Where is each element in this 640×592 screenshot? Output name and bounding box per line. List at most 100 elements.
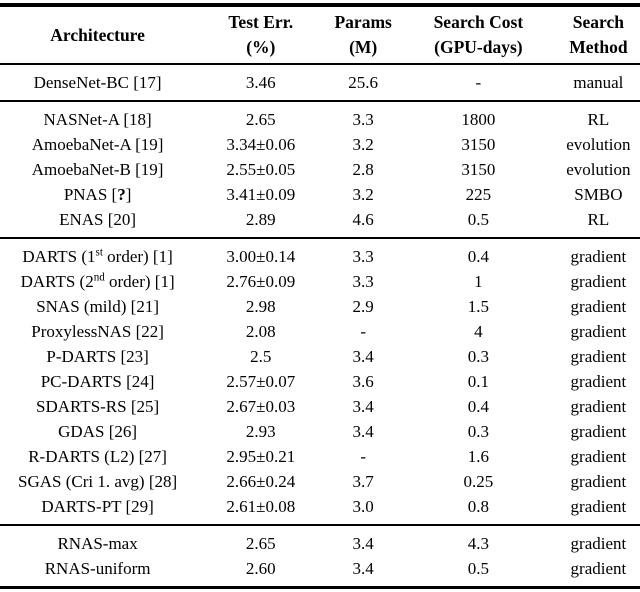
test-err-cell: 2.67±0.03 — [226, 397, 296, 416]
architecture-cell: DenseNet-BC [17] — [33, 73, 162, 92]
table-row: SDARTS-RS [25] 2.67±0.03 3.4 0.4 gradien… — [0, 394, 640, 419]
params-cell: - — [360, 322, 366, 341]
architecture-cell: SNAS (mild) [21] — [36, 297, 159, 316]
params-cell: 4.6 — [352, 210, 374, 229]
col-header-search-cost: Search Cost (GPU-days) — [400, 5, 557, 64]
test-err-cell: 2.89 — [245, 210, 276, 229]
table-row: AmoebaNet-B [19] 2.55±0.05 2.8 3150 evol… — [0, 157, 640, 182]
params-cell: 3.7 — [352, 472, 374, 491]
search-method-cell: gradient — [570, 372, 627, 391]
table-section: RNAS-max 2.65 3.4 4.3 gradient RNAS-unif… — [0, 525, 640, 588]
search-cost-cell: 0.5 — [467, 559, 489, 578]
search-method-cell: gradient — [570, 447, 627, 466]
search-method-cell: RL — [587, 210, 610, 229]
test-err-cell: 3.46 — [245, 73, 276, 92]
header-label: Search — [572, 12, 624, 32]
params-cell: 3.3 — [352, 247, 374, 266]
test-err-cell: 2.65 — [245, 534, 276, 553]
header-label: Architecture — [50, 24, 145, 45]
search-cost-cell: 0.8 — [467, 497, 489, 516]
table-section: NASNet-A [18] 2.65 3.3 1800 RL AmoebaNet… — [0, 101, 640, 238]
search-method-cell: gradient — [570, 297, 627, 316]
params-cell: 3.3 — [352, 272, 374, 291]
test-err-cell: 2.95±0.21 — [226, 447, 296, 466]
search-method-cell: evolution — [566, 135, 631, 154]
params-cell: 3.2 — [352, 185, 374, 204]
table-header: Architecture Test Err. (%) Params (M) Se… — [0, 5, 640, 64]
table-row: GDAS [26] 2.93 3.4 0.3 gradient — [0, 419, 640, 444]
search-method-cell: gradient — [570, 534, 627, 553]
search-method-cell: gradient — [570, 472, 627, 491]
search-method-cell: gradient — [570, 397, 627, 416]
col-header-params: Params (M) — [326, 5, 400, 64]
table-row: AmoebaNet-A [19] 3.34±0.06 3.2 3150 evol… — [0, 132, 640, 157]
search-cost-cell: 4.3 — [467, 534, 489, 553]
params-cell: 3.2 — [352, 135, 374, 154]
search-cost-cell: 1 — [474, 272, 483, 291]
search-method-cell: gradient — [570, 347, 627, 366]
params-cell: - — [360, 447, 366, 466]
search-cost-cell: 0.5 — [467, 210, 489, 229]
test-err-cell: 2.65 — [245, 110, 276, 129]
table-row: P-DARTS [23] 2.5 3.4 0.3 gradient — [0, 344, 640, 369]
table-row: RNAS-uniform 2.60 3.4 0.5 gradient — [0, 556, 640, 588]
table-section: DenseNet-BC [17] 3.46 25.6 - manual — [0, 64, 640, 101]
header-label: Search Cost — [433, 12, 524, 32]
search-method-cell: gradient — [570, 497, 627, 516]
architecture-cell: SGAS (Cri 1. avg) [28] — [18, 472, 178, 491]
test-err-cell: 2.93 — [245, 422, 276, 441]
test-err-cell: 2.55±0.05 — [226, 160, 296, 179]
search-cost-cell: 0.3 — [467, 422, 489, 441]
architecture-cell: DARTS (1st order) [1] — [22, 246, 173, 266]
search-cost-cell: 225 — [465, 185, 492, 204]
test-err-cell: 2.76±0.09 — [226, 272, 296, 291]
architecture-cell: NASNet-A [18] — [43, 110, 152, 129]
table-row: SNAS (mild) [21] 2.98 2.9 1.5 gradient — [0, 294, 640, 319]
table-row: SGAS (Cri 1. avg) [28] 2.66±0.24 3.7 0.2… — [0, 469, 640, 494]
architecture-cell: RNAS-max — [57, 534, 138, 553]
search-cost-cell: 0.3 — [467, 347, 489, 366]
params-cell: 3.3 — [352, 110, 374, 129]
search-cost-cell: 3150 — [461, 160, 496, 179]
table-section: DARTS (1st order) [1] 3.00±0.14 3.3 0.4 … — [0, 238, 640, 525]
search-method-cell: gradient — [570, 247, 627, 266]
params-cell: 25.6 — [348, 73, 379, 92]
search-cost-cell: 0.4 — [467, 397, 489, 416]
table-row: DenseNet-BC [17] 3.46 25.6 - manual — [0, 64, 640, 101]
header-label: Params — [334, 12, 392, 32]
nas-results-table: Architecture Test Err. (%) Params (M) Se… — [0, 3, 640, 589]
architecture-cell: RNAS-uniform — [44, 559, 151, 578]
col-header-search-method: Search Method — [557, 5, 640, 64]
test-err-cell: 2.5 — [250, 347, 272, 366]
architecture-cell: ENAS [20] — [59, 210, 137, 229]
table-row: PC-DARTS [24] 2.57±0.07 3.6 0.1 gradient — [0, 369, 640, 394]
test-err-cell: 2.98 — [245, 297, 276, 316]
params-cell: 2.8 — [352, 160, 374, 179]
search-cost-cell: 0.4 — [467, 247, 489, 266]
test-err-cell: 2.08 — [245, 322, 276, 341]
search-cost-cell: 1.6 — [467, 447, 489, 466]
table-row: ProxylessNAS [22] 2.08 - 4 gradient — [0, 319, 640, 344]
search-cost-cell: 0.1 — [467, 372, 489, 391]
architecture-cell: ProxylessNAS [22] — [31, 322, 164, 341]
test-err-cell: 3.00±0.14 — [226, 247, 296, 266]
table-row: ENAS [20] 2.89 4.6 0.5 RL — [0, 207, 640, 238]
search-cost-cell: 1800 — [461, 110, 496, 129]
params-cell: 3.0 — [352, 497, 374, 516]
test-err-cell: 2.60 — [245, 559, 276, 578]
architecture-cell: DARTS-PT [29] — [41, 497, 154, 516]
params-cell: 2.9 — [352, 297, 374, 316]
search-method-cell: RL — [587, 110, 610, 129]
search-method-cell: gradient — [570, 559, 627, 578]
params-cell: 3.4 — [352, 347, 374, 366]
search-cost-cell: 4 — [474, 322, 483, 341]
search-method-cell: SMBO — [574, 185, 623, 204]
test-err-cell: 2.66±0.24 — [226, 472, 296, 491]
search-cost-cell: - — [475, 73, 482, 92]
col-header-test-err: Test Err. (%) — [195, 5, 326, 64]
params-cell: 3.4 — [352, 397, 374, 416]
search-cost-cell: 1.5 — [467, 297, 489, 316]
header-sublabel: (M) — [349, 37, 378, 57]
search-cost-cell: 3150 — [461, 135, 496, 154]
architecture-cell: DARTS (2nd order) [1] — [20, 271, 175, 291]
